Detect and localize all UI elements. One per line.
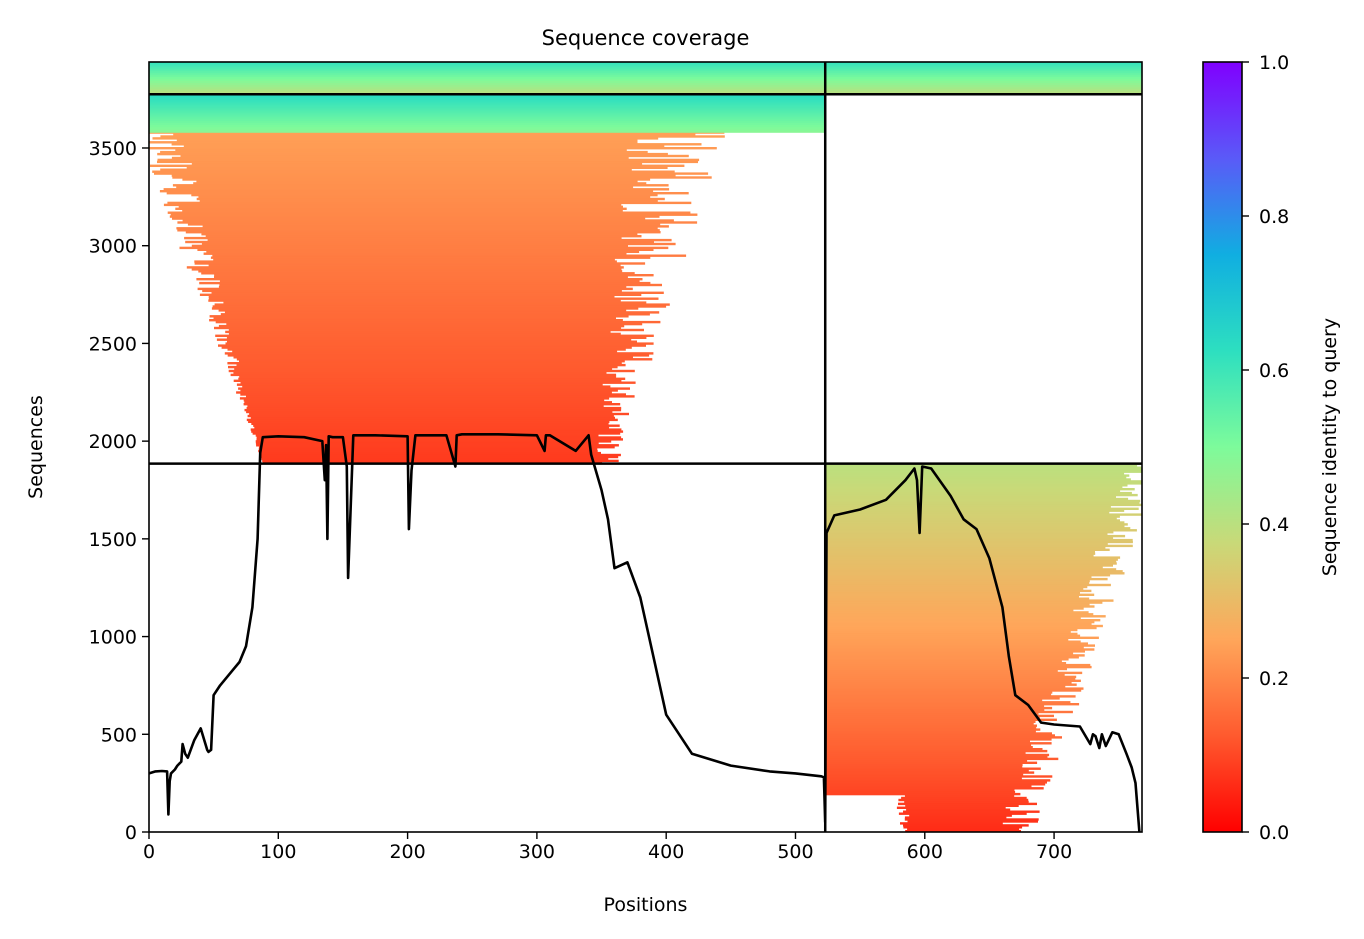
colorbar-axis: 0.0 0.2 0.4 0.6 0.8 1.0	[1242, 52, 1289, 844]
msa-block-3	[825, 463, 1142, 832]
coverage-line-layer	[149, 432, 1141, 832]
y-tick-label: 2000	[89, 431, 137, 453]
y-tick-label: 500	[101, 724, 137, 746]
x-tick-label: 400	[648, 841, 684, 863]
colorbar-tick-label: 0.2	[1259, 668, 1289, 690]
y-tick-label: 3000	[89, 236, 137, 258]
y-tick-label: 1500	[89, 529, 137, 551]
colorbar-label: Sequence identity to query	[1319, 318, 1341, 576]
x-tick-label: 0	[143, 841, 155, 863]
y-tick-label: 0	[125, 822, 137, 844]
chart-title: Sequence coverage	[542, 26, 750, 50]
colorbar-tick-label: 0.6	[1259, 360, 1289, 382]
x-tick-label: 200	[389, 841, 425, 863]
plot-frame	[148, 61, 1143, 833]
y-tick-label: 1000	[89, 627, 137, 649]
coverage-line	[149, 432, 1141, 832]
colorbar-tick-label: 0.8	[1259, 206, 1289, 228]
x-axis-label: Positions	[604, 894, 688, 916]
x-tick-label: 300	[519, 841, 555, 863]
y-axis: 0 500 1000 1500 2000 2500 3000 3500	[89, 138, 149, 844]
x-tick-label: 500	[777, 841, 813, 863]
x-tick-label: 600	[907, 841, 943, 863]
x-axis: 0 100 200 300 400 500 600 700	[143, 832, 1072, 863]
y-tick-label: 2500	[89, 333, 137, 355]
msa-block-0	[149, 132, 725, 465]
y-tick-label: 3500	[89, 138, 137, 160]
x-tick-label: 100	[260, 841, 296, 863]
plot-area	[149, 62, 1142, 832]
colorbar	[1202, 61, 1243, 833]
colorbar-tick-label: 1.0	[1259, 52, 1289, 74]
msa-block-1	[149, 94, 826, 133]
msa-block-4	[825, 62, 1142, 95]
x-tick-label: 700	[1036, 841, 1072, 863]
colorbar-tick-label: 0.4	[1259, 514, 1289, 536]
colorbar-tick-label: 0.0	[1259, 822, 1289, 844]
msa-block-2	[149, 62, 826, 95]
y-axis-label: Sequences	[25, 395, 47, 499]
